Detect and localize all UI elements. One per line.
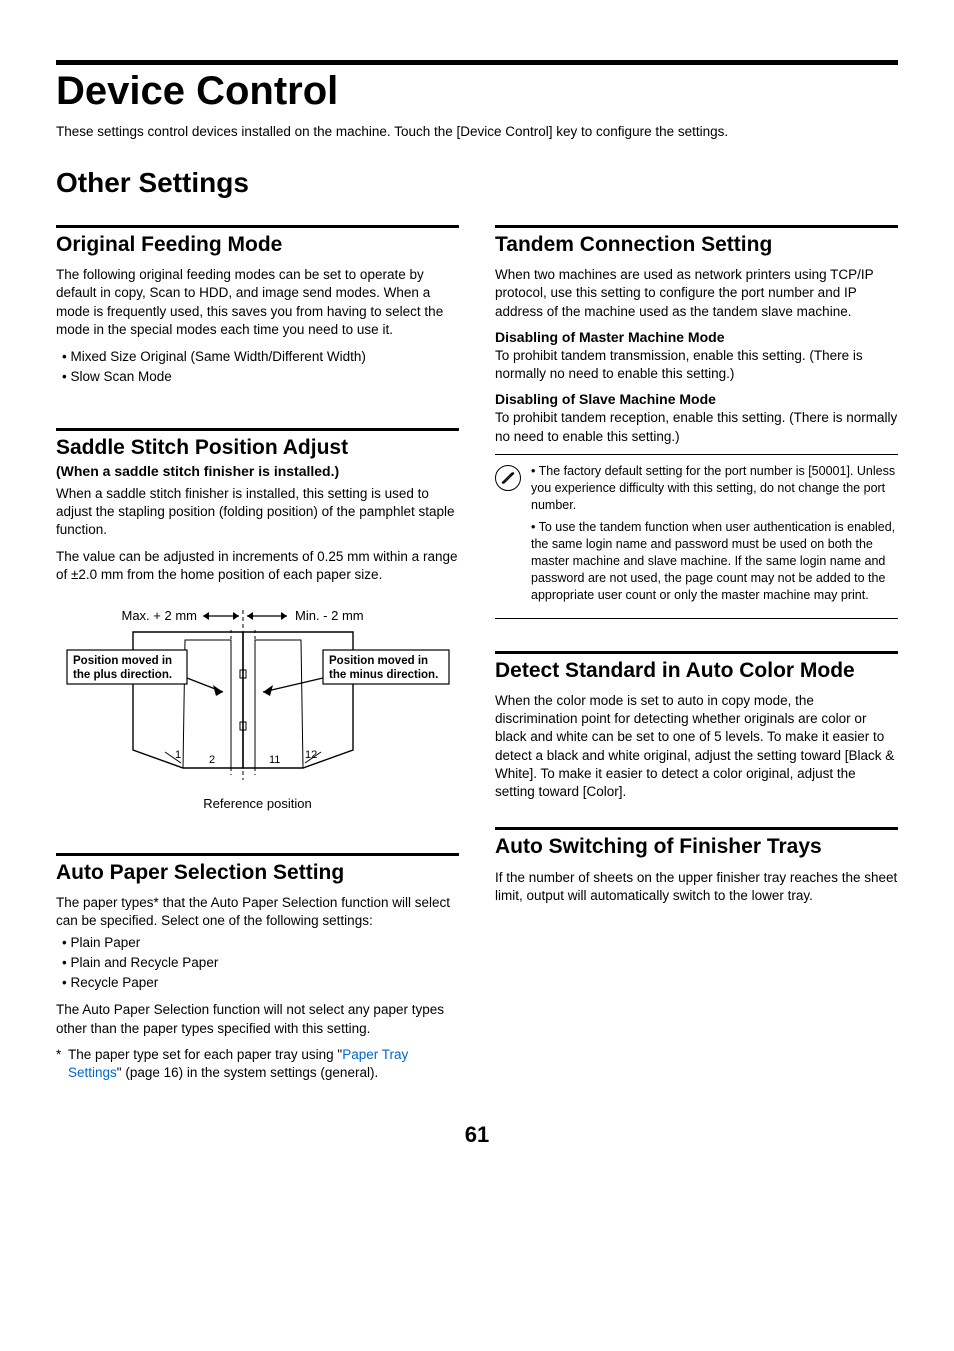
page-title: Device Control [56,69,898,114]
auto-paper-body2: The Auto Paper Selection function will n… [56,1001,459,1037]
original-feeding-body: The following original feeding modes can… [56,266,459,339]
other-settings-heading: Other Settings [56,167,898,199]
note-icon [495,465,521,491]
figure-caption: Reference position [203,796,311,811]
list-item: Plain and Recycle Paper [62,955,218,970]
section-rule [495,827,898,830]
list-item: Slow Scan Mode [62,369,172,384]
saddle-body2: The value can be adjusted in increments … [56,548,459,584]
section-rule [495,651,898,654]
saddle-heading: Saddle Stitch Position Adjust [56,435,459,461]
original-feeding-bullets: Mixed Size Original (Same Width/Differen… [56,347,459,388]
detect-body: When the color mode is set to auto in co… [495,692,898,801]
section-rule [56,225,459,228]
saddle-diagram-svg: Max. + 2 mm Min. - 2 mm [63,600,453,790]
list-item: Recycle Paper [62,975,158,990]
tandem-master-h: Disabling of Master Machine Mode [495,329,898,345]
detect-heading: Detect Standard in Auto Color Mode [495,658,898,684]
svg-text:Min. - 2 mm: Min. - 2 mm [295,608,364,623]
footnote-post: " (page 16) in the system settings (gene… [117,1065,378,1080]
auto-paper-heading: Auto Paper Selection Setting [56,860,459,886]
intro-text: These settings control devices installed… [56,124,898,139]
right-column: Tandem Connection Setting When two machi… [495,225,898,1082]
svg-text:the plus direction.: the plus direction. [73,669,172,681]
tandem-master-b: To prohibit tandem transmission, enable … [495,347,898,383]
section-rule [56,853,459,856]
original-feeding-heading: Original Feeding Mode [56,232,459,258]
list-item: Mixed Size Original (Same Width/Differen… [62,349,366,364]
auto-paper-footnote: * The paper type set for each paper tray… [56,1046,459,1082]
page-number: 61 [56,1122,898,1148]
tandem-slave-b: To prohibit tandem reception, enable thi… [495,409,898,445]
svg-text:the minus direction.: the minus direction. [329,669,438,681]
auto-switch-heading: Auto Switching of Finisher Trays [495,834,898,860]
top-rule [56,60,898,65]
note-box: The factory default setting for the port… [495,454,898,619]
saddle-body1: When a saddle stitch finisher is install… [56,485,459,540]
auto-switch-body: If the number of sheets on the upper fin… [495,869,898,905]
svg-text:Position moved in: Position moved in [329,655,428,667]
tandem-slave-h: Disabling of Slave Machine Mode [495,391,898,407]
saddle-figure: Max. + 2 mm Min. - 2 mm [56,600,459,811]
svg-text:11: 11 [269,754,280,766]
svg-text:2: 2 [209,754,215,766]
saddle-subheading: (When a saddle stitch finisher is instal… [56,463,459,479]
footnote-pre: The paper type set for each paper tray u… [68,1047,342,1062]
list-item: Plain Paper [62,935,140,950]
section-rule [56,428,459,431]
left-column: Original Feeding Mode The following orig… [56,225,459,1082]
auto-paper-body1: The paper types* that the Auto Paper Sel… [56,894,459,930]
svg-text:Position moved in: Position moved in [73,655,172,667]
tandem-heading: Tandem Connection Setting [495,232,898,258]
auto-paper-bullets: Plain Paper Plain and Recycle Paper Recy… [56,933,459,994]
tandem-body: When two machines are used as network pr… [495,266,898,321]
note-content: The factory default setting for the port… [531,463,898,610]
svg-text:Max. + 2 mm: Max. + 2 mm [121,608,197,623]
note-bullet: The factory default setting for the port… [531,463,898,514]
note-bullet: To use the tandem function when user aut… [531,519,898,603]
section-rule [495,225,898,228]
